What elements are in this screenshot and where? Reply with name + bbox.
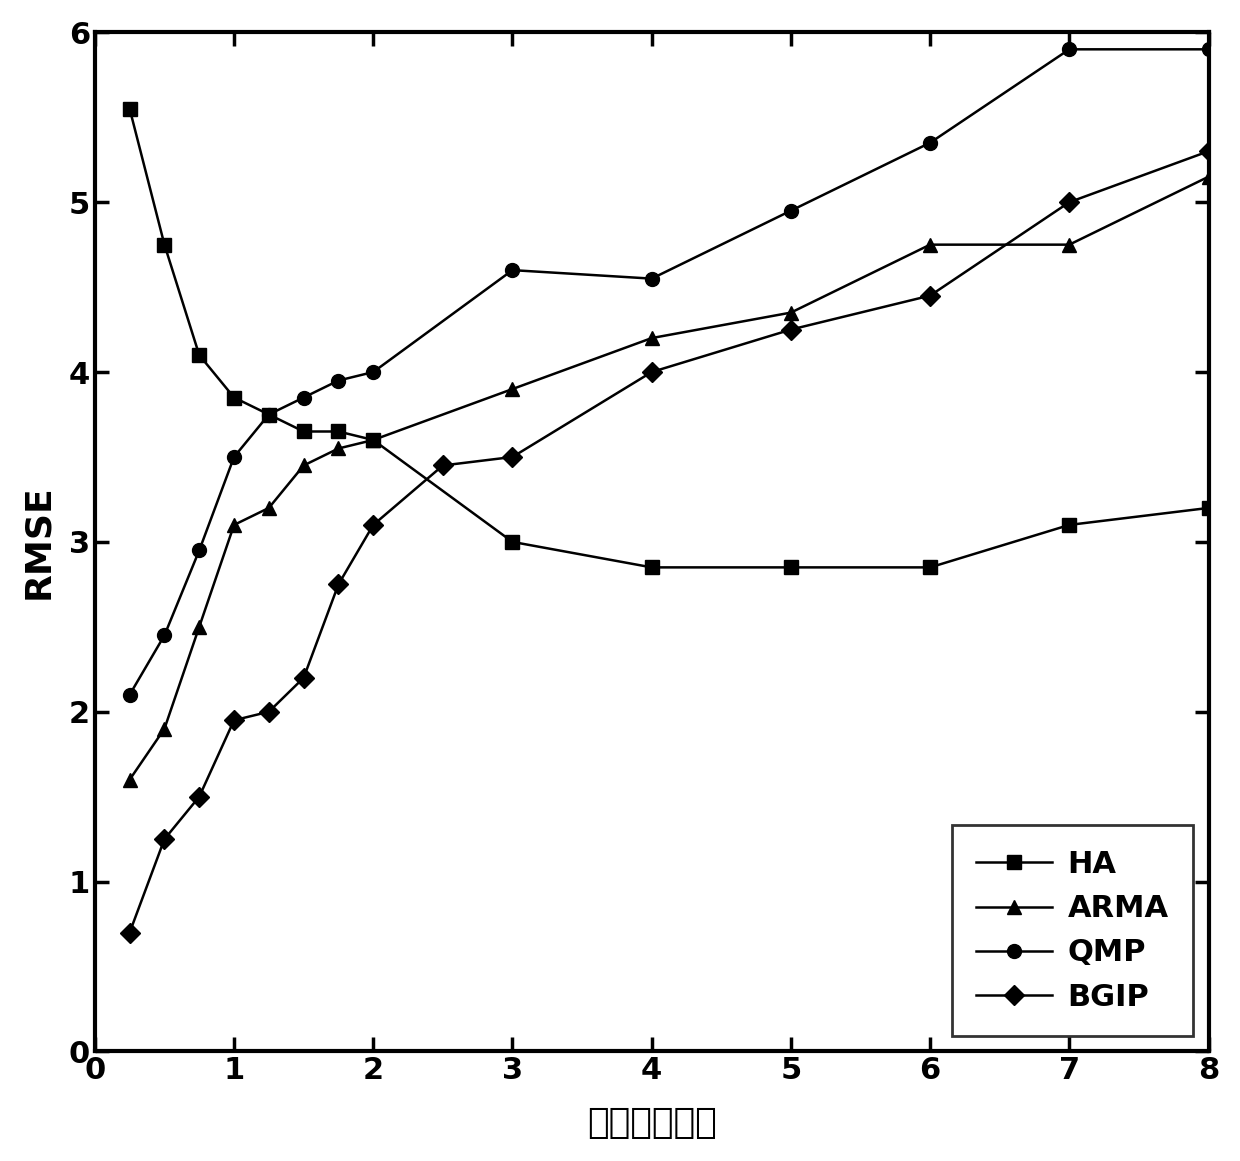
- QMP: [923, 136, 937, 150]
- HA: [157, 238, 172, 252]
- BGIP: [123, 925, 138, 939]
- ARMA: [123, 773, 138, 787]
- BGIP: [331, 577, 346, 591]
- ARMA: [366, 433, 381, 447]
- HA: [227, 390, 242, 404]
- ARMA: [296, 459, 311, 473]
- HA: [192, 348, 207, 362]
- Line: BGIP: BGIP: [123, 144, 1215, 939]
- Line: QMP: QMP: [123, 42, 1215, 701]
- HA: [1061, 518, 1076, 532]
- BGIP: [435, 459, 450, 473]
- ARMA: [784, 305, 799, 319]
- BGIP: [1202, 144, 1216, 158]
- QMP: [331, 374, 346, 388]
- ARMA: [1202, 170, 1216, 183]
- BGIP: [262, 705, 277, 719]
- Legend: HA, ARMA, QMP, BGIP: HA, ARMA, QMP, BGIP: [951, 825, 1193, 1037]
- BGIP: [505, 450, 520, 464]
- Y-axis label: RMSE: RMSE: [21, 484, 55, 599]
- X-axis label: 时间（小时）: 时间（小时）: [587, 1106, 717, 1140]
- ARMA: [923, 238, 937, 252]
- ARMA: [1061, 238, 1076, 252]
- QMP: [505, 264, 520, 277]
- HA: [645, 561, 660, 575]
- HA: [505, 535, 520, 549]
- HA: [296, 425, 311, 439]
- ARMA: [227, 518, 242, 532]
- BGIP: [645, 365, 660, 378]
- QMP: [227, 450, 242, 464]
- HA: [123, 102, 138, 116]
- ARMA: [262, 500, 277, 514]
- QMP: [192, 543, 207, 557]
- QMP: [784, 203, 799, 217]
- BGIP: [296, 671, 311, 685]
- ARMA: [331, 441, 346, 455]
- ARMA: [645, 331, 660, 345]
- ARMA: [192, 620, 207, 634]
- QMP: [262, 408, 277, 421]
- Line: HA: HA: [123, 102, 1215, 575]
- HA: [923, 561, 937, 575]
- HA: [262, 408, 277, 421]
- QMP: [123, 687, 138, 701]
- BGIP: [923, 289, 937, 303]
- ARMA: [157, 722, 172, 736]
- BGIP: [157, 832, 172, 846]
- BGIP: [227, 713, 242, 727]
- HA: [1202, 500, 1216, 514]
- HA: [784, 561, 799, 575]
- HA: [331, 425, 346, 439]
- ARMA: [505, 382, 520, 396]
- QMP: [157, 628, 172, 642]
- QMP: [296, 390, 311, 404]
- BGIP: [784, 323, 799, 337]
- Line: ARMA: ARMA: [123, 170, 1215, 787]
- QMP: [366, 365, 381, 378]
- QMP: [1061, 42, 1076, 56]
- QMP: [1202, 42, 1216, 56]
- HA: [366, 433, 381, 447]
- BGIP: [192, 789, 207, 803]
- BGIP: [1061, 195, 1076, 209]
- BGIP: [366, 518, 381, 532]
- QMP: [645, 272, 660, 286]
